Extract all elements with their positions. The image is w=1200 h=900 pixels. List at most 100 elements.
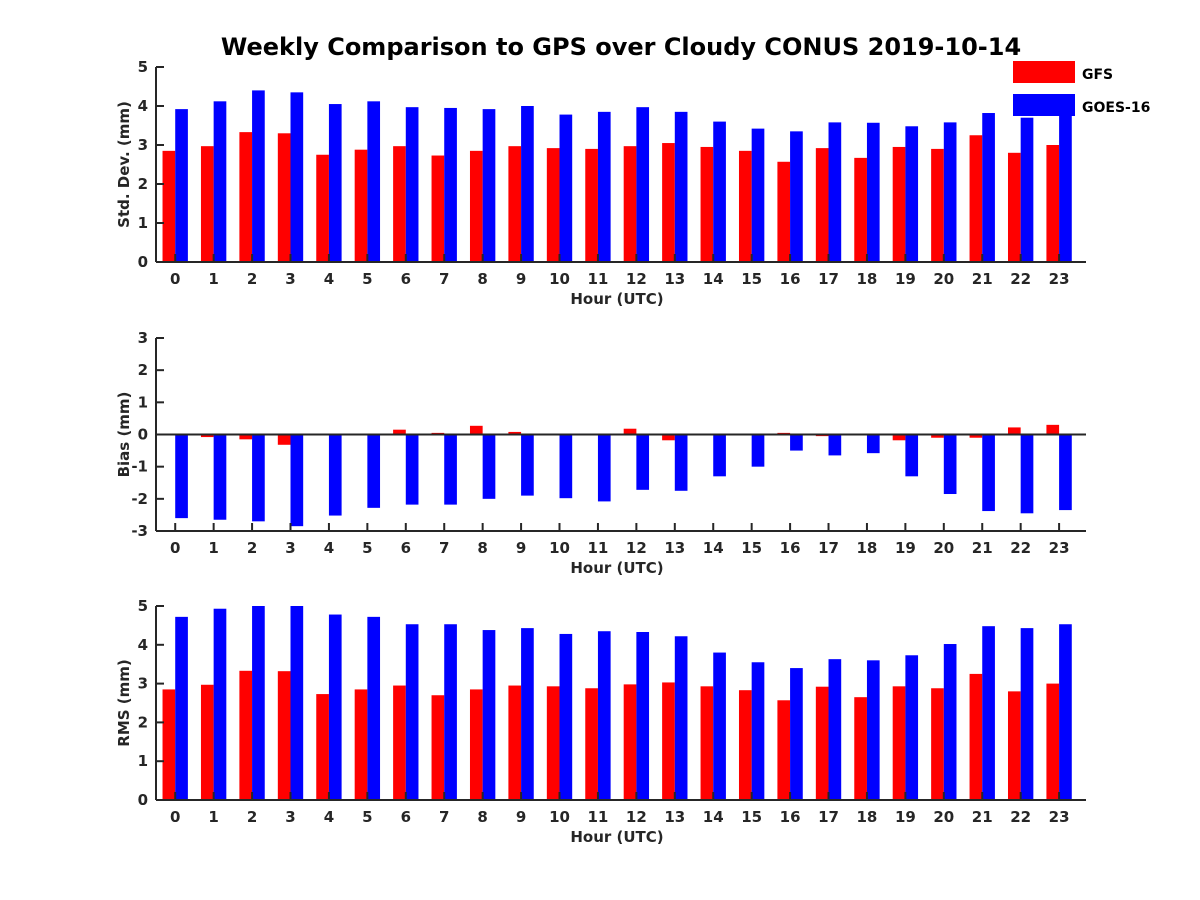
y-tick-label: 0	[138, 426, 148, 444]
bar-stddev-gfs-0	[162, 150, 176, 262]
y-tick-label: 4	[138, 97, 148, 115]
x-tick-label: 8	[477, 539, 487, 557]
x-tick-label: 14	[703, 270, 724, 288]
bar-rms-goes16-9	[521, 628, 534, 800]
y-tick-label: 4	[138, 636, 148, 654]
x-tick-label: 19	[895, 539, 916, 557]
x-tick-label: 23	[1049, 808, 1070, 826]
bar-stddev-gfs-10	[546, 148, 560, 262]
bar-rms-gfs-9	[508, 685, 522, 800]
bar-rms-gfs-8	[469, 689, 483, 800]
y-tick-label: 0	[138, 253, 148, 271]
x-tick-label: 9	[516, 270, 526, 288]
bar-stddev-gfs-21	[969, 135, 983, 262]
x-tick-label: 6	[401, 539, 411, 557]
bar-stddev-goes16-9	[521, 106, 534, 262]
bar-stddev-goes16-15	[751, 128, 765, 262]
bar-bias-goes16-3	[290, 434, 304, 527]
x-tick-label: 0	[170, 270, 180, 288]
bar-stddev-goes16-7	[444, 107, 457, 262]
bar-rms-gfs-14	[700, 686, 714, 800]
y-axis-label-bias: Bias (mm)	[115, 392, 133, 478]
bar-rms-gfs-11	[585, 688, 598, 800]
bar-stddev-gfs-17	[815, 148, 829, 262]
bar-bias-gfs-3	[277, 434, 291, 445]
x-tick-label: 15	[741, 808, 762, 826]
bar-rms-gfs-22	[1007, 691, 1021, 800]
bar-rms-gfs-18	[854, 697, 867, 800]
y-tick-label: 5	[138, 58, 148, 76]
bar-rms-goes16-14	[713, 652, 726, 800]
x-tick-label: 14	[703, 808, 724, 826]
y-tick-label: -2	[131, 490, 148, 508]
bar-rms-goes16-12	[636, 632, 650, 800]
legend: GFS GOES-16	[1013, 61, 1150, 116]
x-tick-label: 17	[818, 539, 839, 557]
bar-stddev-goes16-22	[1020, 117, 1034, 262]
bar-stddev-goes16-16	[790, 131, 803, 262]
x-tick-label: 12	[626, 808, 647, 826]
bar-bias-gfs-8	[469, 425, 483, 435]
x-tick-label: 5	[362, 270, 372, 288]
x-tick-label: 13	[664, 270, 685, 288]
bar-rms-goes16-10	[559, 633, 573, 800]
x-tick-label: 6	[401, 270, 411, 288]
x-tick-label: 19	[895, 270, 916, 288]
legend-label-goes16: GOES-16	[1082, 100, 1150, 116]
bar-bias-goes16-12	[636, 434, 650, 490]
x-tick-label: 7	[439, 808, 449, 826]
x-tick-label: 11	[588, 539, 609, 557]
bar-bias-gfs-9	[508, 431, 522, 435]
bar-rms-goes16-7	[444, 624, 457, 800]
x-axis-label-stddev: Hour (UTC)	[570, 290, 663, 308]
x-tick-label: 13	[664, 539, 685, 557]
x-tick-label: 16	[780, 539, 801, 557]
bar-bias-goes16-2	[252, 434, 265, 522]
x-tick-label: 8	[477, 808, 487, 826]
bar-stddev-goes16-0	[175, 109, 188, 263]
bar-bias-goes16-4	[328, 434, 342, 516]
bar-rms-goes16-16	[790, 668, 803, 800]
bar-stddev-goes16-8	[482, 109, 496, 263]
x-tick-label: 16	[780, 270, 801, 288]
bar-bias-gfs-12	[623, 428, 637, 435]
bar-bias-gfs-13	[662, 434, 675, 441]
x-tick-label: 18	[857, 270, 878, 288]
x-tick-label: 12	[626, 539, 647, 557]
bar-stddev-goes16-6	[405, 107, 419, 262]
x-tick-label: 4	[324, 539, 334, 557]
bar-stddev-goes16-17	[828, 122, 842, 262]
bar-stddev-gfs-14	[700, 146, 714, 262]
bar-bias-goes16-23	[1059, 434, 1072, 511]
y-tick-label: 0	[138, 791, 148, 809]
y-tick-label: 5	[138, 597, 148, 615]
bar-bias-gfs-19	[892, 434, 906, 441]
bar-rms-gfs-1	[200, 684, 214, 800]
bar-rms-gfs-3	[277, 671, 291, 800]
legend-swatch-gfs	[1013, 61, 1075, 83]
bar-rms-gfs-19	[892, 686, 906, 800]
x-tick-label: 11	[588, 808, 609, 826]
bar-bias-gfs-6	[393, 429, 406, 435]
bar-bias-goes16-18	[866, 434, 880, 454]
y-tick-label: 1	[138, 214, 148, 232]
bar-stddev-gfs-3	[277, 133, 291, 262]
bar-stddev-gfs-18	[854, 157, 867, 262]
x-tick-label: 1	[208, 270, 218, 288]
x-tick-label: 15	[741, 270, 762, 288]
x-tick-label: 10	[549, 270, 570, 288]
x-tick-label: 3	[285, 539, 295, 557]
bar-rms-goes16-18	[866, 660, 880, 800]
bar-stddev-goes16-5	[367, 101, 381, 262]
bar-bias-gfs-22	[1007, 427, 1021, 435]
bar-rms-goes16-20	[943, 644, 957, 800]
bar-rms-goes16-6	[405, 624, 419, 800]
x-tick-label: 4	[324, 270, 334, 288]
bar-stddev-gfs-19	[892, 146, 906, 262]
x-tick-label: 9	[516, 539, 526, 557]
x-tick-label: 2	[247, 539, 257, 557]
bar-stddev-goes16-3	[290, 92, 304, 262]
y-tick-label: 1	[138, 393, 148, 411]
x-tick-label: 4	[324, 808, 334, 826]
